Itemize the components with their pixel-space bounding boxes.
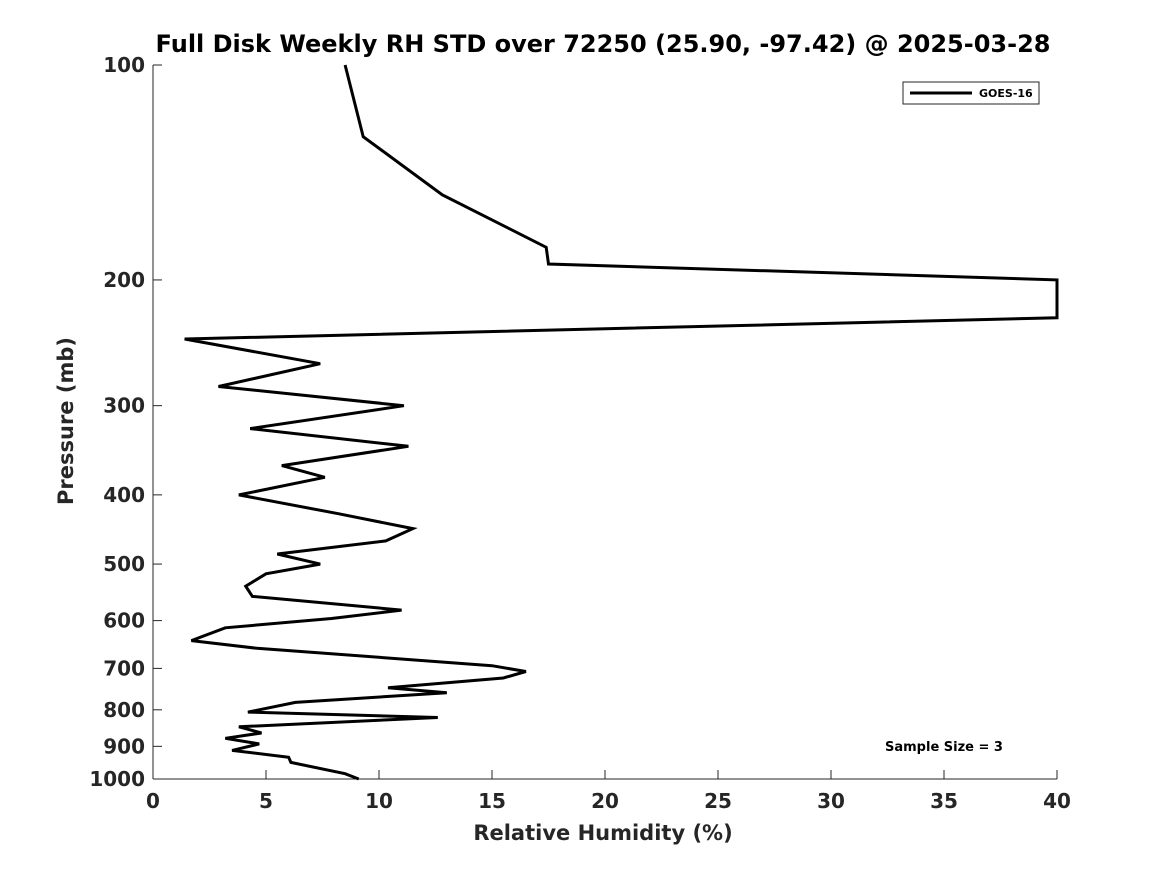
y-tick-label: 400: [103, 483, 145, 507]
y-tick-label: 900: [103, 734, 145, 758]
y-tick-label: 500: [103, 552, 145, 576]
x-tick-label: 25: [704, 789, 732, 813]
x-tick-label: 0: [146, 789, 160, 813]
x-tick-label: 30: [817, 789, 845, 813]
x-tick-label: 20: [591, 789, 619, 813]
y-tick-label: 800: [103, 698, 145, 722]
chart-title: Full Disk Weekly RH STD over 72250 (25.9…: [156, 30, 1051, 58]
x-axis-label: Relative Humidity (%): [473, 821, 732, 845]
legend: GOES-16: [902, 81, 1040, 105]
y-axis-label: Pressure (mb): [54, 337, 78, 505]
x-tick-label: 5: [259, 789, 273, 813]
x-tick-label: 10: [365, 789, 393, 813]
y-tick-label: 100: [103, 53, 145, 77]
series-layer: [184, 64, 1059, 781]
y-tick-label: 200: [103, 268, 145, 292]
y-axis-ticks: 100 200 300 400 500 600 700 800 900 1000: [89, 53, 162, 791]
x-tick-label: 40: [1043, 789, 1071, 813]
sample-size-annotation: Sample Size = 3: [885, 740, 1003, 755]
y-tick-label: 1000: [89, 767, 145, 791]
x-tick-label: 35: [930, 789, 958, 813]
y-tick-label: 700: [103, 656, 145, 680]
x-tick-label: 15: [478, 789, 506, 813]
series-line-goes-16: [184, 64, 1059, 781]
y-tick-label: 600: [103, 609, 145, 633]
x-axis-ticks: 0 5 10 15 20 25 30 35 40: [146, 770, 1071, 813]
y-tick-label: 300: [103, 394, 145, 418]
legend-label-goes-16: GOES-16: [979, 87, 1033, 100]
